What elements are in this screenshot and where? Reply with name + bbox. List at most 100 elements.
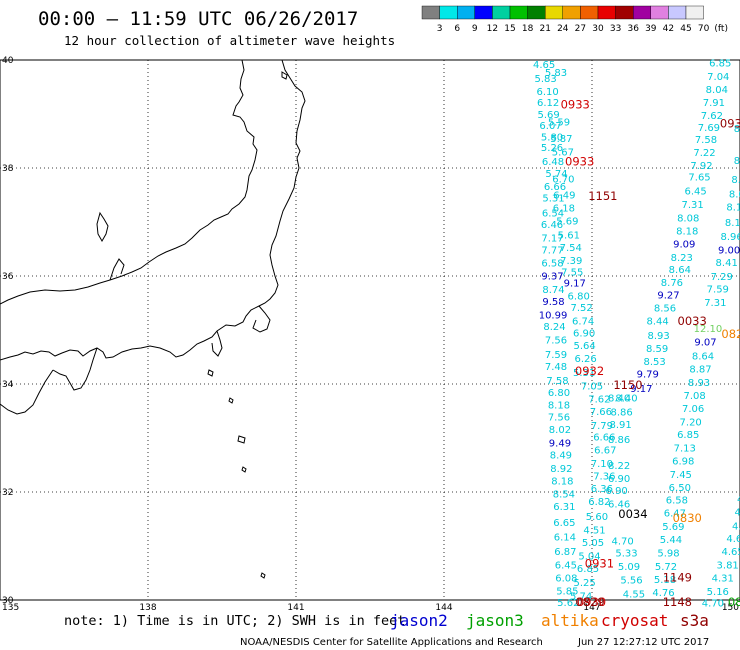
legend-label: 45 xyxy=(680,24,691,34)
wave-height-value: 7.05 xyxy=(581,382,603,393)
legend-label: 27 xyxy=(575,24,586,34)
legend-label: 15 xyxy=(504,24,515,34)
wave-height-value: 5.67 xyxy=(552,147,574,158)
wave-height-value: 5.33 xyxy=(615,548,637,559)
wave-height-value: 7.29 xyxy=(711,272,733,283)
legend-label: 36 xyxy=(627,24,639,34)
wave-height-value: 7.45 xyxy=(670,470,692,481)
pass-time-label: 0932 xyxy=(575,364,604,378)
wave-height-value: 5.69 xyxy=(662,522,684,533)
wave-height-value: 7.04 xyxy=(707,72,729,83)
wave-height-value: 5.69 xyxy=(537,110,559,121)
pass-time-label: 0831 xyxy=(728,595,740,609)
wave-height-value: 4.55 xyxy=(623,590,645,601)
wave-height-value: 6.80 xyxy=(568,291,590,302)
wave-height-value: 5.18 xyxy=(654,575,676,586)
longitude-labels: 135 138 141 144 147 150 xyxy=(2,603,739,613)
wave-height-value: 5.04 xyxy=(578,552,600,563)
wave-height-value: 6.47 xyxy=(664,509,686,520)
wave-height-value: 8.22 xyxy=(608,461,630,472)
wave-height-value: 5.59 xyxy=(548,118,570,129)
wave-height-value: 5.44 xyxy=(660,535,682,546)
wave-height-value: 8.44 xyxy=(646,316,668,327)
wave-height-value: 8.40 xyxy=(608,394,630,405)
wave-height-value: 9.27 xyxy=(657,290,679,301)
wave-height-value: 6.87 xyxy=(554,547,576,558)
graticule xyxy=(0,60,740,600)
wave-height-value: 8.06 xyxy=(729,189,740,200)
wave-height-value: 4.70 xyxy=(611,537,633,548)
wave-height-value: 9.17 xyxy=(630,384,652,395)
wave-height-value: 7.13 xyxy=(674,444,696,455)
wave-height-value: 7.58 xyxy=(546,376,568,387)
legend-swatch xyxy=(545,5,564,20)
wave-height-value: 9.17 xyxy=(564,278,586,289)
wave-height-value: 7.31 xyxy=(704,298,726,309)
wave-height-value: 6.58 xyxy=(541,259,563,270)
wave-height-value: 7.58 xyxy=(695,135,717,146)
pass-time-label: 1149 xyxy=(663,570,692,584)
wave-height-value: 6.66 xyxy=(544,182,566,193)
wave-height-value: 8.23 xyxy=(671,253,693,264)
lon-tick-label: 135 xyxy=(2,603,19,613)
wave-height-value: 6.85 xyxy=(677,430,699,441)
legend-swatch xyxy=(562,5,581,20)
wave-height-value: 8.08 xyxy=(677,214,699,225)
wave-height-value: 8.54 xyxy=(553,490,575,501)
wave-height-value: 7.31 xyxy=(682,200,704,211)
oshima-island xyxy=(207,369,214,377)
wave-height-value: 5.25 xyxy=(573,578,595,589)
lat-tick-label: 32 xyxy=(2,488,13,498)
wave-height-value: 8.93 xyxy=(688,378,710,389)
wave-height-value: 9.79 xyxy=(637,370,659,381)
wave-height-value: 9.58 xyxy=(542,297,564,308)
wave-height-value: 6.12 xyxy=(537,98,559,109)
wave-height-value: 6.66 xyxy=(593,432,615,443)
pass-time-label: 0932 xyxy=(720,117,740,131)
lon-tick-label: 144 xyxy=(435,603,452,613)
wave-height-value: 7.48 xyxy=(545,362,567,373)
wave-height-value: 6.82 xyxy=(588,497,610,508)
wave-height-value: 7.56 xyxy=(545,336,567,347)
wave-height-value: 6.31 xyxy=(553,502,575,513)
map-frame xyxy=(0,59,740,601)
wave-height-value: 7.55 xyxy=(561,268,583,279)
wave-height-value: 5.80 xyxy=(541,133,563,144)
legend-label: 6 xyxy=(454,24,460,34)
wave-height-value: 5.69 xyxy=(556,216,578,227)
wave-height-value: 6.45 xyxy=(555,560,577,571)
wave-height-value: 8.93 xyxy=(647,331,669,342)
wave-height-value: 5.16 xyxy=(707,587,729,598)
legend-swatch xyxy=(633,5,652,20)
wave-height-value: 5.87 xyxy=(550,134,572,145)
wave-height-value: 5.26 xyxy=(541,143,563,154)
wave-height-value: 8.56 xyxy=(654,303,676,314)
wave-height-value: 7.79 xyxy=(591,421,613,432)
wave-height-value: 8.86 xyxy=(608,435,630,446)
satellite-legend-s3a: s3a xyxy=(680,611,709,630)
legend-label: (ft) xyxy=(714,24,728,34)
wave-height-value: 6.50 xyxy=(669,483,691,494)
wave-height-value: 9.09 xyxy=(673,240,695,251)
lon-tick-label: 141 xyxy=(287,603,304,613)
shikoku-coast xyxy=(0,369,54,415)
wave-height-value: 7.52 xyxy=(571,303,593,314)
wave-height-value: 7.65 xyxy=(688,173,710,184)
wave-height-value: 8.76 xyxy=(661,278,683,289)
wave-height-value: 8.96 xyxy=(720,232,740,243)
wave-height-value: 7.91 xyxy=(703,98,725,109)
wave-height-value: 8.18 xyxy=(676,227,698,238)
wave-height-value: 8.24 xyxy=(543,322,565,333)
pass-time-label: 1150 xyxy=(613,378,642,392)
legend-swatch xyxy=(615,5,634,20)
wave-height-value: 10.99 xyxy=(539,310,568,321)
legend-swatch xyxy=(421,5,440,20)
wave-height-value: 4.76 xyxy=(652,588,674,599)
lon-tick-label: 150 xyxy=(722,603,739,613)
wave-height-value: 8.86 xyxy=(610,408,632,419)
wave-height-value: 8.59 xyxy=(646,344,668,355)
latitude-labels: 40 38 36 34 32 30 xyxy=(2,56,14,606)
sado-island xyxy=(281,71,288,80)
wave-height-value: 8.11 xyxy=(734,124,740,135)
